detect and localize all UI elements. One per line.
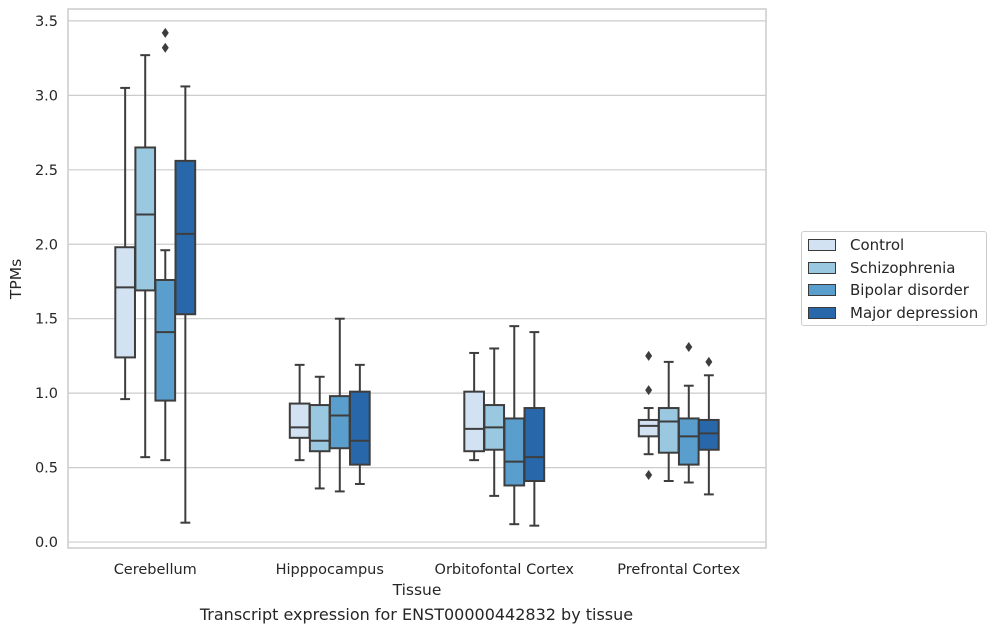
y-tick-label: 1.5: [35, 312, 58, 328]
x-axis-ticks: Cerebellum Hipppocampus Orbitofontal Corte…: [114, 562, 741, 578]
legend-swatch: [808, 239, 836, 251]
y-tick-label: 3.0: [35, 88, 58, 104]
x-tick-label: Hipppocampus: [276, 562, 384, 578]
legend-label: Schizophrenia: [850, 258, 956, 277]
box-body: [677, 417, 700, 466]
box-bipolar-disorder: [503, 325, 526, 526]
box-body: [657, 407, 680, 454]
box-body: [523, 407, 546, 482]
box-body: [154, 278, 177, 402]
y-tick-label: 2.0: [35, 237, 58, 253]
box-body: [698, 418, 720, 451]
box-control: [114, 86, 136, 401]
legend-item: Major depression: [808, 303, 978, 323]
y-tick-label: 0.5: [35, 461, 58, 477]
plot-area-frame: [67, 8, 767, 549]
legend-label: Bipolar disorder: [850, 281, 969, 299]
outlier-point: [705, 356, 713, 367]
box-schizophrenia: [483, 347, 506, 497]
legend-item: Bipolar disorder: [808, 280, 969, 300]
outlier-point: [161, 42, 169, 53]
y-tick-label: 0.0: [35, 535, 58, 551]
legend-item: Control: [808, 235, 904, 255]
y-tick-label: 3.5: [35, 14, 58, 30]
box-body: [503, 417, 526, 487]
box-major-depression: [349, 363, 371, 485]
box-body: [288, 402, 311, 439]
box-control: [463, 351, 485, 462]
outlier-point: [161, 27, 169, 38]
box-control: [288, 363, 311, 462]
y-tick-label: 2.5: [35, 163, 58, 179]
legend-swatch: [808, 306, 836, 319]
box-body: [328, 395, 351, 450]
box-body: [463, 390, 485, 453]
outlier-point: [645, 385, 653, 396]
box-major-depression: [174, 85, 197, 524]
box-bipolar-disorder: [328, 317, 351, 493]
box-body: [114, 246, 136, 359]
boxes: [114, 27, 720, 527]
box-body: [637, 418, 660, 438]
box-body: [308, 404, 331, 453]
x-tick-label: Orbitofontal Cortex: [435, 562, 575, 578]
box-body: [134, 146, 157, 292]
box-schizophrenia: [657, 360, 680, 482]
box-control: [637, 350, 660, 481]
legend: Control Schizophrenia Bipolar disorder Majo…: [801, 231, 987, 326]
box-bipolar-disorder: [677, 341, 700, 484]
box-body: [349, 390, 371, 466]
y-tick-label: 1.0: [35, 386, 58, 402]
box-schizophrenia: [308, 375, 331, 490]
legend-swatch: [808, 284, 836, 296]
box-major-depression: [698, 356, 720, 496]
legend-item: Schizophrenia: [808, 258, 955, 278]
y-axis-ticks: 0.0 0.5 1.0 1.5 2.0 2.5 3.0 3.5: [35, 14, 58, 551]
legend-swatch: [808, 261, 836, 274]
x-tick-label: Prefrontal Cortex: [617, 562, 740, 578]
outlier-point: [645, 470, 653, 481]
legend-label: Control: [850, 236, 905, 254]
box-schizophrenia: [134, 54, 157, 459]
box-bipolar-disorder: [154, 27, 177, 462]
legend-label: Major depression: [850, 303, 979, 322]
box-body: [174, 159, 197, 316]
outlier-point: [685, 341, 693, 352]
x-tick-label: Cerebellum: [114, 562, 197, 578]
outlier-point: [645, 350, 653, 361]
y-axis-label: TPMs: [7, 259, 25, 300]
box-major-depression: [523, 331, 546, 527]
chart-caption: Transcript expression for ENST0000044283…: [199, 605, 634, 624]
x-axis-label: Tissue: [392, 581, 442, 599]
